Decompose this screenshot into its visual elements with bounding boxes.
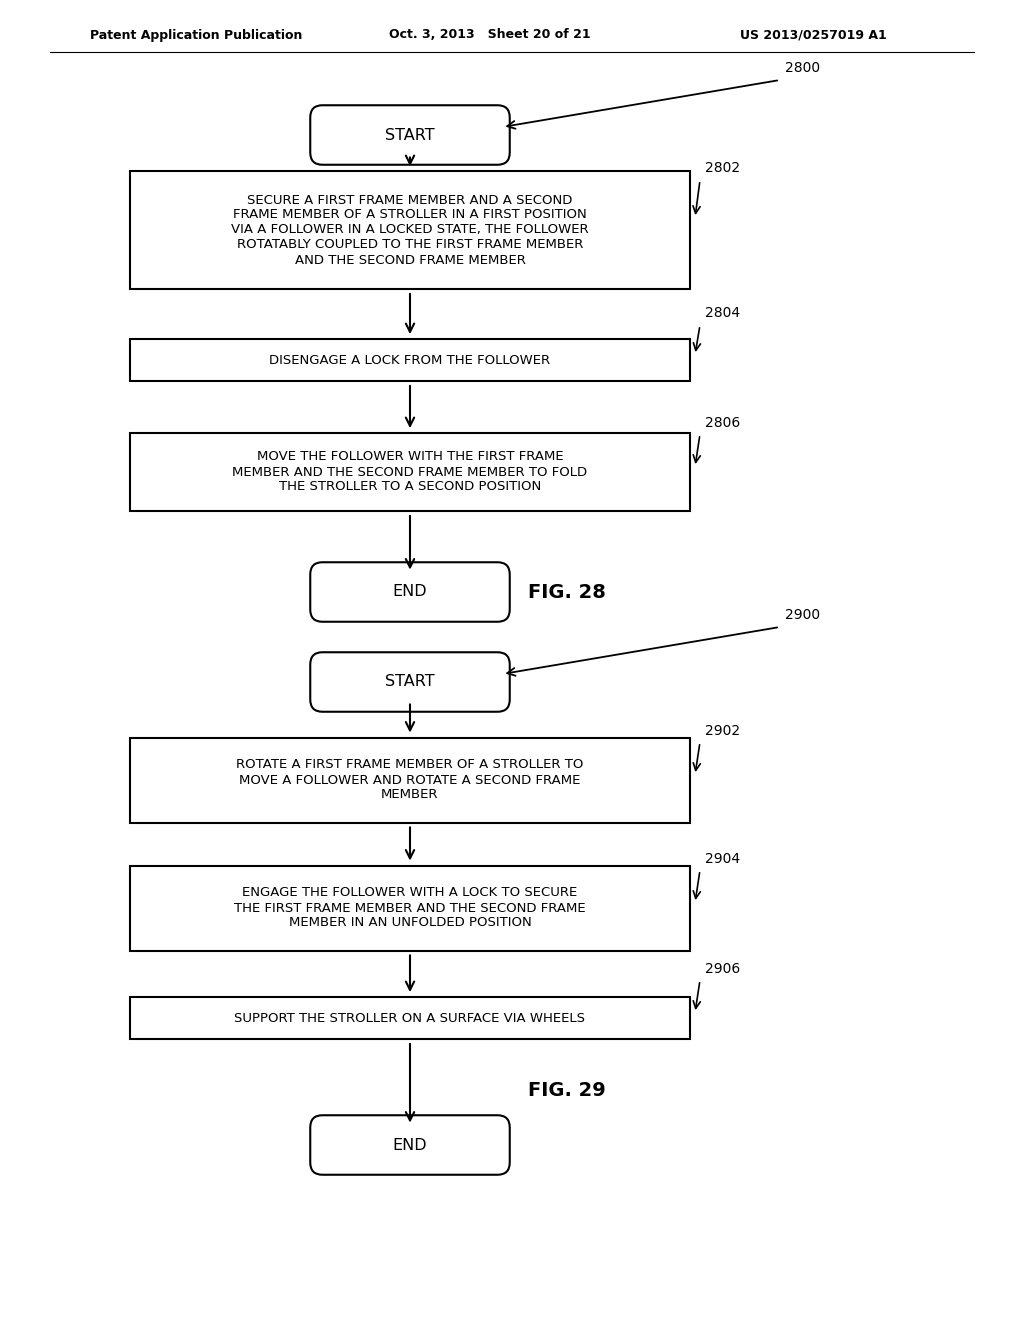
Text: 2800: 2800 bbox=[785, 61, 820, 75]
Text: START: START bbox=[385, 675, 435, 689]
Text: FIG. 28: FIG. 28 bbox=[527, 582, 605, 602]
Text: 2802: 2802 bbox=[705, 161, 740, 176]
Text: Patent Application Publication: Patent Application Publication bbox=[90, 29, 302, 41]
Text: FIG. 29: FIG. 29 bbox=[527, 1081, 605, 1100]
Text: 2806: 2806 bbox=[705, 416, 740, 430]
Text: MOVE THE FOLLOWER WITH THE FIRST FRAME
MEMBER AND THE SECOND FRAME MEMBER TO FOL: MOVE THE FOLLOWER WITH THE FIRST FRAME M… bbox=[232, 450, 588, 494]
Text: ENGAGE THE FOLLOWER WITH A LOCK TO SECURE
THE FIRST FRAME MEMBER AND THE SECOND : ENGAGE THE FOLLOWER WITH A LOCK TO SECUR… bbox=[234, 887, 586, 929]
Text: END: END bbox=[392, 585, 427, 599]
Text: 2902: 2902 bbox=[705, 723, 740, 738]
Bar bbox=[130, 339, 690, 381]
FancyBboxPatch shape bbox=[310, 106, 510, 165]
Bar bbox=[130, 866, 690, 950]
Text: 2906: 2906 bbox=[705, 962, 740, 975]
Text: 2904: 2904 bbox=[705, 851, 740, 866]
Bar bbox=[130, 433, 690, 511]
FancyBboxPatch shape bbox=[310, 652, 510, 711]
FancyBboxPatch shape bbox=[310, 1115, 510, 1175]
Text: START: START bbox=[385, 128, 435, 143]
Text: SUPPORT THE STROLLER ON A SURFACE VIA WHEELS: SUPPORT THE STROLLER ON A SURFACE VIA WH… bbox=[234, 1011, 586, 1024]
Text: 2900: 2900 bbox=[785, 609, 820, 622]
Text: DISENGAGE A LOCK FROM THE FOLLOWER: DISENGAGE A LOCK FROM THE FOLLOWER bbox=[269, 354, 551, 367]
Text: Oct. 3, 2013   Sheet 20 of 21: Oct. 3, 2013 Sheet 20 of 21 bbox=[389, 29, 591, 41]
FancyBboxPatch shape bbox=[310, 562, 510, 622]
Bar bbox=[130, 172, 690, 289]
Text: 2804: 2804 bbox=[705, 306, 740, 319]
Bar bbox=[130, 997, 690, 1039]
Text: END: END bbox=[392, 1138, 427, 1152]
Text: SECURE A FIRST FRAME MEMBER AND A SECOND
FRAME MEMBER OF A STROLLER IN A FIRST P: SECURE A FIRST FRAME MEMBER AND A SECOND… bbox=[231, 194, 589, 267]
Text: US 2013/0257019 A1: US 2013/0257019 A1 bbox=[740, 29, 887, 41]
Text: ROTATE A FIRST FRAME MEMBER OF A STROLLER TO
MOVE A FOLLOWER AND ROTATE A SECOND: ROTATE A FIRST FRAME MEMBER OF A STROLLE… bbox=[237, 759, 584, 801]
Bar bbox=[130, 738, 690, 822]
